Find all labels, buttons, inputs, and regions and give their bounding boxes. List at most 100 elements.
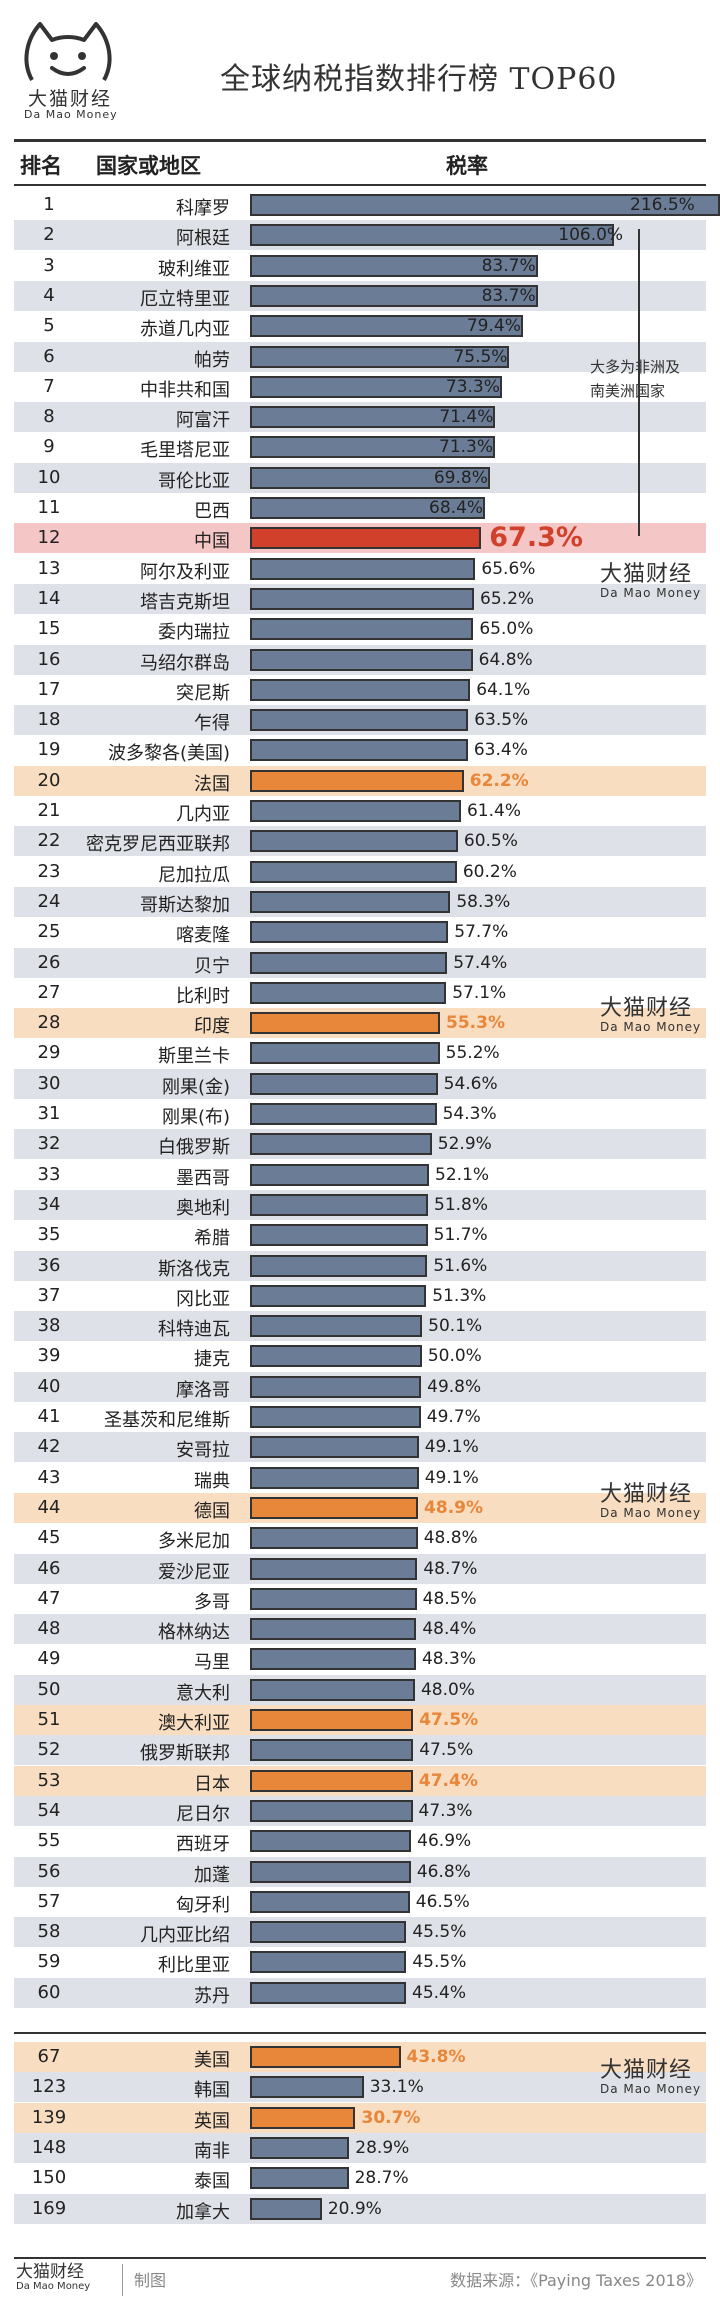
value-label: 47.3%: [418, 1800, 473, 1821]
value-label: 46.9%: [417, 1831, 472, 1852]
bar: [250, 375, 502, 398]
bar: [250, 769, 464, 792]
bar: [250, 1557, 417, 1580]
bar: [250, 1981, 406, 2004]
column-header-rank: 排名: [20, 154, 62, 178]
rank-label: 37: [37, 1284, 61, 1306]
bar: [250, 1375, 421, 1398]
value-label: 28.7%: [354, 2168, 409, 2189]
value-label: 62.2%: [469, 770, 529, 791]
country-label: 贝宁: [194, 955, 230, 977]
bar: [250, 800, 461, 822]
bar: [250, 739, 468, 762]
bar: [250, 2106, 355, 2129]
country-label: 圣基茨和尼维斯: [104, 1410, 230, 1431]
country-label: 科摩罗: [176, 198, 230, 219]
value-label: 71.3%: [439, 437, 494, 458]
bar: [250, 466, 490, 489]
country-label: 格林纳达: [158, 1622, 230, 1644]
value-label: 64.8%: [478, 649, 533, 670]
country-label: 科特迪瓦: [158, 1319, 230, 1341]
country-label: 巴西: [194, 501, 230, 522]
bar: [250, 1587, 417, 1610]
bar: [250, 1406, 421, 1428]
value-label: 48.3%: [421, 1649, 476, 1670]
value-label: 54.6%: [443, 1073, 498, 1094]
rank-label: 50: [37, 1678, 61, 1700]
value-label: 67.3%: [489, 522, 583, 554]
rank-label: 16: [37, 648, 61, 670]
value-label: 47.5%: [419, 1710, 479, 1730]
country-label: 印度: [194, 1016, 230, 1038]
bar: [250, 860, 457, 883]
country-label: 马绍尔群岛: [140, 652, 230, 674]
rank-label: 12: [37, 527, 61, 549]
country-label: 斯洛伐克: [158, 1258, 230, 1280]
value-label: 216.5%: [630, 195, 695, 215]
value-label: 45.4%: [412, 1982, 467, 2003]
value-label: 33.1%: [369, 2077, 424, 2098]
bar: [250, 315, 523, 338]
country-label: 苏丹: [194, 1985, 230, 2007]
value-label: 69.8%: [433, 467, 488, 488]
bar: [250, 1012, 440, 1035]
value-label: 52.1%: [435, 1164, 490, 1185]
country-label: 波多黎各(美国): [107, 743, 230, 765]
logo-text-cn: 大猫财经: [28, 88, 113, 110]
value-label: 51.6%: [433, 1255, 488, 1276]
bar: [250, 1921, 406, 1944]
country-label: 德国: [194, 1500, 230, 1522]
value-label: 55.2%: [445, 1043, 500, 1064]
country-label: 捷克: [194, 1349, 230, 1371]
country-label: 瑞典: [194, 1470, 230, 1492]
value-label: 49.1%: [424, 1467, 479, 1488]
bar: [250, 1103, 437, 1125]
rank-label: 23: [37, 860, 61, 882]
country-label: 奥地利: [176, 1197, 230, 1219]
country-label: 澳大利亚: [158, 1713, 230, 1734]
bar: [250, 618, 473, 641]
footer-divider: [122, 2264, 123, 2296]
country-label: 阿尔及利亚: [140, 561, 230, 583]
rank-label: 7: [43, 375, 55, 397]
bar: [250, 1224, 428, 1247]
rule-header: [14, 184, 706, 186]
value-label: 79.4%: [466, 316, 521, 337]
rank-label: 27: [37, 981, 61, 1003]
rank-label: 10: [37, 466, 61, 488]
rank-label: 57: [37, 1890, 61, 1912]
rank-label: 55: [37, 1830, 61, 1852]
rank-label: 24: [37, 890, 61, 912]
country-label: 密克罗尼西亚联邦: [86, 834, 230, 856]
rank-label: 38: [37, 1315, 61, 1337]
country-label: 美国: [194, 2050, 230, 2071]
bar: [250, 527, 481, 550]
value-label: 47.4%: [418, 1770, 478, 1791]
value-label: 52.9%: [437, 1134, 492, 1155]
value-label: 48.4%: [422, 1619, 477, 1640]
rank-label: 59: [37, 1951, 61, 1973]
rank-label: 34: [37, 1193, 61, 1215]
rank-label: 123: [31, 2076, 67, 2098]
bar: [250, 436, 495, 459]
value-label: 57.4%: [453, 952, 508, 973]
bar: [250, 648, 473, 671]
rank-label: 54: [37, 1799, 61, 1821]
country-label: 几内亚比绍: [140, 1925, 230, 1947]
rank-label: 21: [37, 800, 61, 821]
rank-label: 4: [43, 284, 55, 306]
value-label: 43.8%: [406, 2047, 466, 2067]
country-label: 刚果(金): [161, 1076, 230, 1098]
footer-logo-cn: 大猫财经: [16, 2262, 84, 2282]
country-label: 尼加拉瓜: [158, 864, 230, 886]
bar: [250, 890, 450, 913]
value-label: 28.9%: [355, 2137, 410, 2158]
country-label: 阿富汗: [176, 410, 230, 432]
country-label: 几内亚: [176, 804, 230, 825]
rank-label: 150: [31, 2167, 67, 2189]
rank-label: 67: [37, 2046, 61, 2067]
rank-label: 33: [37, 1163, 61, 1185]
value-label: 55.3%: [446, 1013, 505, 1034]
country-label: 厄立特里亚: [140, 288, 230, 310]
rank-label: 29: [37, 1042, 61, 1064]
